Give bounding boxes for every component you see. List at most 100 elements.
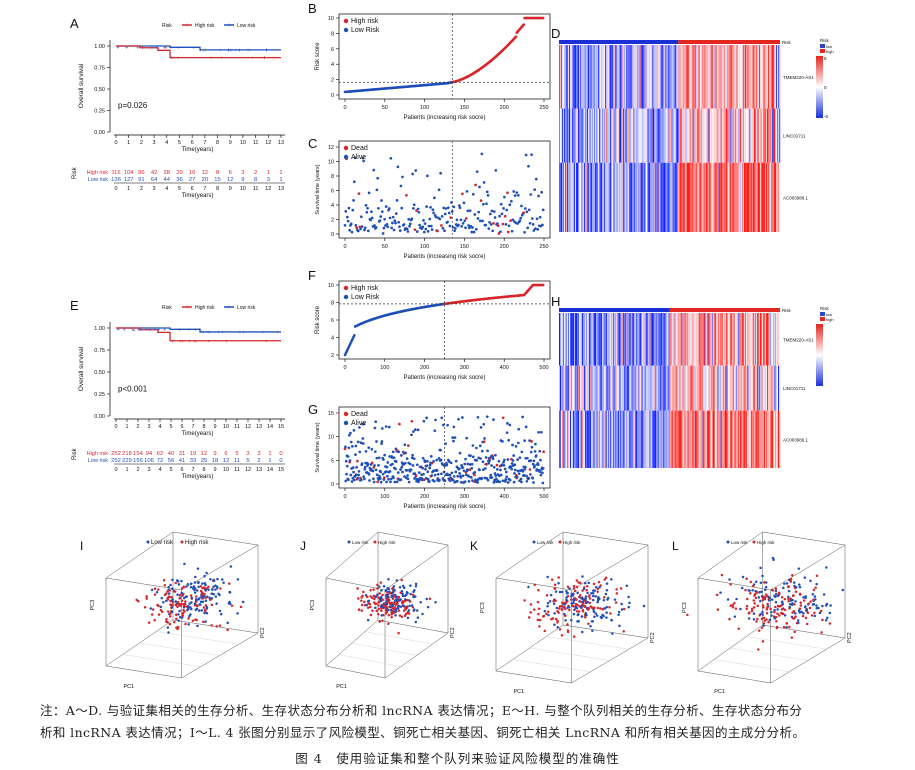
heat-cell <box>672 45 674 109</box>
low-risk-point <box>367 599 371 603</box>
alive-point <box>498 214 502 218</box>
high-risk-point <box>812 598 815 602</box>
high-risk-point <box>588 597 592 600</box>
heat-cell <box>568 45 570 109</box>
alive-point <box>375 440 378 443</box>
low-risk-point <box>759 566 762 570</box>
high-risk-point <box>376 583 379 587</box>
high-risk-point <box>219 587 222 590</box>
alive-point <box>476 415 480 419</box>
risk-table-cell: 0 <box>279 451 282 457</box>
alive-point <box>372 480 376 484</box>
x-tick-label: 500 <box>539 494 548 500</box>
alive-point <box>454 470 458 474</box>
pc2-label: PC2 <box>847 632 853 643</box>
heat-cell <box>631 313 633 366</box>
high-risk-point <box>799 601 802 604</box>
x-tick-label: 100 <box>380 494 389 500</box>
censor-mark-low: + <box>265 48 268 54</box>
low-risk-point <box>381 605 385 609</box>
x-tick-label: 15 <box>278 424 284 430</box>
legend-low-dot <box>343 27 349 33</box>
heat-cell <box>645 313 647 366</box>
alive-point <box>489 473 493 477</box>
low-risk-point <box>568 587 571 590</box>
risk-table-tick: 3 <box>153 186 156 192</box>
heat-cell <box>773 45 776 109</box>
heat-cell <box>586 313 588 366</box>
risk-table-cell: 1 <box>267 170 270 176</box>
heat-cell <box>570 108 572 163</box>
heat-cell <box>667 108 669 163</box>
alive-point <box>451 436 455 439</box>
alive-point <box>506 458 510 461</box>
low-risk-point <box>170 610 174 614</box>
heat-cell <box>771 162 774 232</box>
high-risk-point <box>380 609 383 612</box>
low-risk-point <box>605 616 608 619</box>
heat-cell <box>612 313 614 366</box>
alive-point <box>372 168 376 172</box>
alive-point <box>473 470 477 474</box>
censor-mark-low: + <box>146 327 149 333</box>
heat-cell <box>736 162 739 232</box>
alive-point <box>440 416 444 420</box>
alive-point <box>386 474 389 478</box>
heat-cell <box>577 162 579 232</box>
heat-cell <box>679 365 681 411</box>
heat-cell <box>579 365 581 411</box>
low-risk-point <box>798 583 801 586</box>
alive-point <box>467 224 470 227</box>
low-risk-point <box>759 599 762 603</box>
alive-point <box>490 464 493 467</box>
alive-point <box>454 227 457 230</box>
low-risk-point <box>803 605 807 609</box>
high-risk-point <box>751 584 755 588</box>
y-tick-label: 0.25 <box>94 392 105 398</box>
low-risk-point <box>215 602 218 605</box>
heat-cell <box>754 162 757 232</box>
alive-point <box>410 433 413 437</box>
legend-low-label: Low risk <box>237 305 256 311</box>
heat-cell <box>704 45 706 109</box>
heat-cell <box>729 108 732 163</box>
risk-table-cell: 8 <box>254 177 257 183</box>
heat-cell <box>742 365 745 411</box>
heat-cell <box>699 45 701 109</box>
alive-point <box>379 215 383 218</box>
heat-cell <box>616 410 618 468</box>
heat-cell <box>769 410 772 468</box>
alive-point <box>428 463 432 467</box>
heat-cell <box>764 365 767 411</box>
alive-point <box>527 208 531 212</box>
alive-point <box>520 450 524 454</box>
x-tick-label: 200 <box>420 365 429 371</box>
heat-cell <box>702 410 704 468</box>
high-risk-point <box>527 616 531 619</box>
heat-cell <box>775 45 778 109</box>
alive-point <box>389 156 393 160</box>
heat-cell <box>772 108 775 163</box>
heat-cell <box>651 108 653 163</box>
alive-point <box>369 218 373 222</box>
heat-cell <box>777 108 780 163</box>
low-risk-point <box>401 584 405 588</box>
x-tick-label: 400 <box>500 494 509 500</box>
heat-cell <box>665 410 667 468</box>
heat-cell <box>770 365 773 411</box>
heat-cell <box>761 162 764 232</box>
alive-point <box>434 418 437 422</box>
alive-point <box>360 462 364 465</box>
high-risk-point <box>734 607 738 610</box>
heat-cell <box>696 108 698 163</box>
alive-point <box>461 474 465 478</box>
heat-cell <box>690 162 692 232</box>
heat-cell <box>626 365 628 411</box>
alive-point <box>351 466 355 469</box>
heat-cell <box>756 108 759 163</box>
heat-cell <box>672 410 674 468</box>
high-risk-point <box>564 601 568 604</box>
heat-cell <box>630 410 632 468</box>
heat-cell <box>735 108 738 163</box>
alive-point <box>467 479 471 483</box>
